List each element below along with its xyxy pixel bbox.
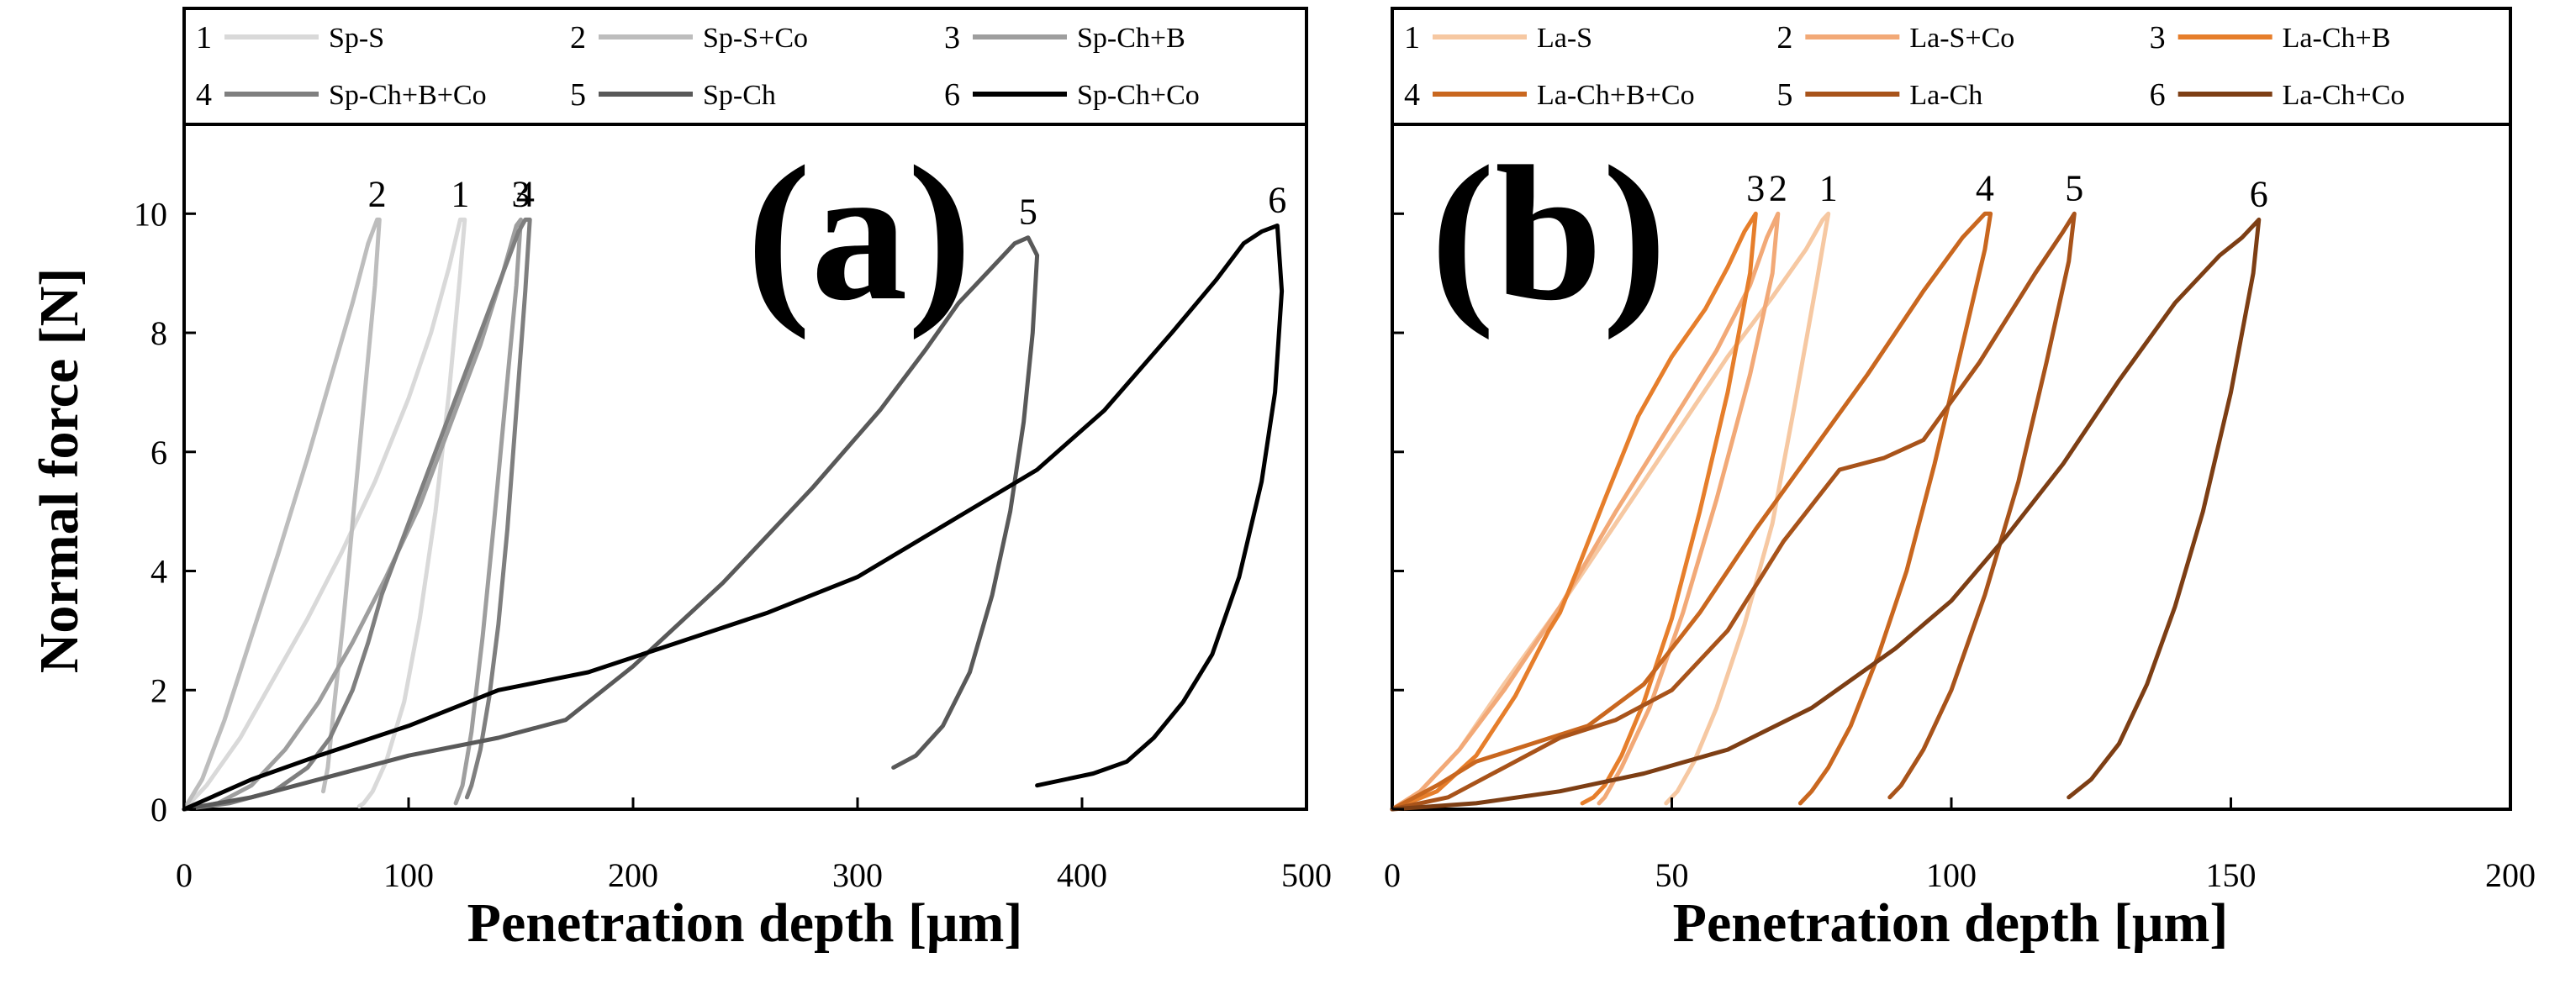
series-lines-b: 123 4 5 6 — [1390, 167, 2268, 812]
curve-number-label: 5 — [1019, 192, 1037, 233]
legend-item: 3 La-Ch+B — [2150, 20, 2391, 55]
legend-number: 3 — [944, 20, 960, 55]
legend-number: 6 — [944, 77, 960, 113]
curve-number-label: 6 — [1268, 179, 1286, 220]
legend-number: 4 — [196, 77, 212, 113]
legend-item: 4 La-Ch+B+Co — [1404, 77, 1695, 113]
legend-b: 1 La-S 2 La-S+Co 3 La-Ch+B 4 La-Ch+B+Co 5 La-Ch 6 L… — [1404, 20, 2404, 113]
chart-panel-a: 1 Sp-S 2 Sp-S+Co 3 Sp-Ch+B 4 Sp-Ch+B+Co 5 Sp-Ch 6 S… — [134, 7, 1332, 954]
legend-item: 4 Sp-Ch+B+Co — [196, 77, 487, 113]
legend-label: Sp-S — [329, 23, 384, 54]
y-tick-label: 8 — [150, 314, 167, 352]
legend-item: 5 La-Ch — [1776, 77, 1982, 113]
x-tick-label: 200 — [608, 856, 658, 894]
legend-number: 5 — [1776, 77, 1792, 113]
series-line-sp-s-co — [182, 217, 382, 812]
legend-label: La-Ch+B+Co — [1537, 80, 1695, 111]
x-tick-label: 500 — [1281, 856, 1332, 894]
curve-number-label: 5 — [2065, 167, 2083, 208]
legend-item: 6 La-Ch+Co — [2150, 77, 2405, 113]
x-tick-label: 100 — [383, 856, 434, 894]
x-tick-label: 50 — [1655, 856, 1689, 894]
legend-number: 2 — [570, 20, 586, 55]
curve-number-label: 3 — [512, 173, 531, 214]
x-tick-label: 0 — [176, 856, 193, 894]
y-tick-label: 0 — [150, 791, 167, 829]
x-tick-label: 200 — [2485, 856, 2536, 894]
legend-label: Sp-Ch+B — [1077, 23, 1185, 54]
legend-number: 6 — [2150, 77, 2166, 113]
legend-label: Sp-Ch+B+Co — [329, 80, 487, 111]
legend-a: 1 Sp-S 2 Sp-S+Co 3 Sp-Ch+B 4 Sp-Ch+B+Co 5 Sp-Ch 6 S… — [196, 20, 1200, 113]
x-tick-label: 150 — [2206, 856, 2257, 894]
series-line-la-ch-co — [1390, 217, 2262, 812]
legend-label: Sp-Ch+Co — [1077, 80, 1200, 111]
x-axis-title-b: Penetration depth [μm] — [1673, 892, 2229, 954]
x-tick-label: 400 — [1057, 856, 1107, 894]
series-line-la-ch — [1390, 211, 2077, 812]
legend-number: 4 — [1404, 77, 1420, 113]
curve-number-label: 3 — [1746, 167, 1765, 208]
chart-panel-b: 1 La-S 2 La-S+Co 3 La-Ch+B 4 La-Ch+B+Co 5 La-Ch 6 L… — [1384, 7, 2536, 954]
legend-item: 1 La-S — [1404, 20, 1592, 55]
legend-box-a — [182, 7, 1308, 126]
curve-number-label: 4 — [1976, 167, 1994, 208]
curve-number-label: 1 — [451, 173, 469, 214]
x-tick-label: 0 — [1384, 856, 1401, 894]
legend-number: 2 — [1776, 20, 1792, 55]
x-tick-label: 100 — [1926, 856, 1977, 894]
legend-label: Sp-Ch — [703, 80, 776, 111]
curve-number-label: 2 — [1769, 167, 1787, 208]
legend-label: Sp-S+Co — [703, 23, 808, 54]
series-lines-a: 1 2 34 5 6 — [182, 173, 1286, 812]
y-axis-title: Normal force [N] — [29, 268, 90, 674]
panel-label-b: (b) — [1430, 126, 1666, 340]
curve-number-label: 1 — [1819, 167, 1838, 208]
x-axis-title-a: Penetration depth [μm] — [467, 892, 1023, 954]
legend-label: La-S — [1537, 23, 1592, 54]
y-tick-label: 10 — [134, 195, 167, 233]
y-tick-label: 4 — [150, 553, 167, 591]
series-line-la-ch-b — [1390, 211, 1758, 812]
legend-number: 5 — [570, 77, 586, 113]
legend-label: La-Ch — [1909, 80, 1982, 111]
y-tick-label: 2 — [150, 671, 167, 709]
legend-item: 6 Sp-Ch+Co — [944, 77, 1200, 113]
legend-label: La-Ch+Co — [2283, 80, 2405, 111]
series-line-sp-ch — [182, 235, 1040, 812]
series-line-la-s — [1390, 211, 1831, 812]
legend-item: 5 Sp-Ch — [570, 77, 776, 113]
x-tick-label: 300 — [832, 856, 883, 894]
legend-number: 1 — [1404, 20, 1420, 55]
plot-area-a — [182, 123, 1308, 811]
series-line-sp-ch-co — [182, 224, 1285, 812]
legend-item: 2 La-S+Co — [1776, 20, 2014, 55]
series-line-la-s-co — [1390, 211, 1781, 812]
curve-number-label: 2 — [368, 173, 387, 214]
curve-number-label: 4 — [516, 173, 535, 214]
legend-number: 3 — [2150, 20, 2166, 55]
series-line-la-ch-b-co — [1390, 211, 1993, 812]
legend-number: 1 — [196, 20, 212, 55]
legend-item: 1 Sp-S — [196, 20, 384, 55]
panel-label-a: (a) — [747, 126, 972, 340]
legend-label: La-Ch+B — [2283, 23, 2391, 54]
series-line-sp-s — [182, 217, 467, 812]
series-line-sp-ch-b-co — [182, 217, 532, 812]
legend-item: 3 Sp-Ch+B — [944, 20, 1185, 55]
curve-number-label: 6 — [2250, 173, 2268, 214]
axes-a: 0 100 200 300 400 500 0 2 4 6 8 10 — [134, 195, 1332, 894]
legend-item: 2 Sp-S+Co — [570, 20, 808, 55]
legend-label: La-S+Co — [1909, 23, 2014, 54]
y-tick-label: 6 — [150, 434, 167, 471]
axes-b: 0 50 100 150 200 — [1384, 212, 2536, 894]
